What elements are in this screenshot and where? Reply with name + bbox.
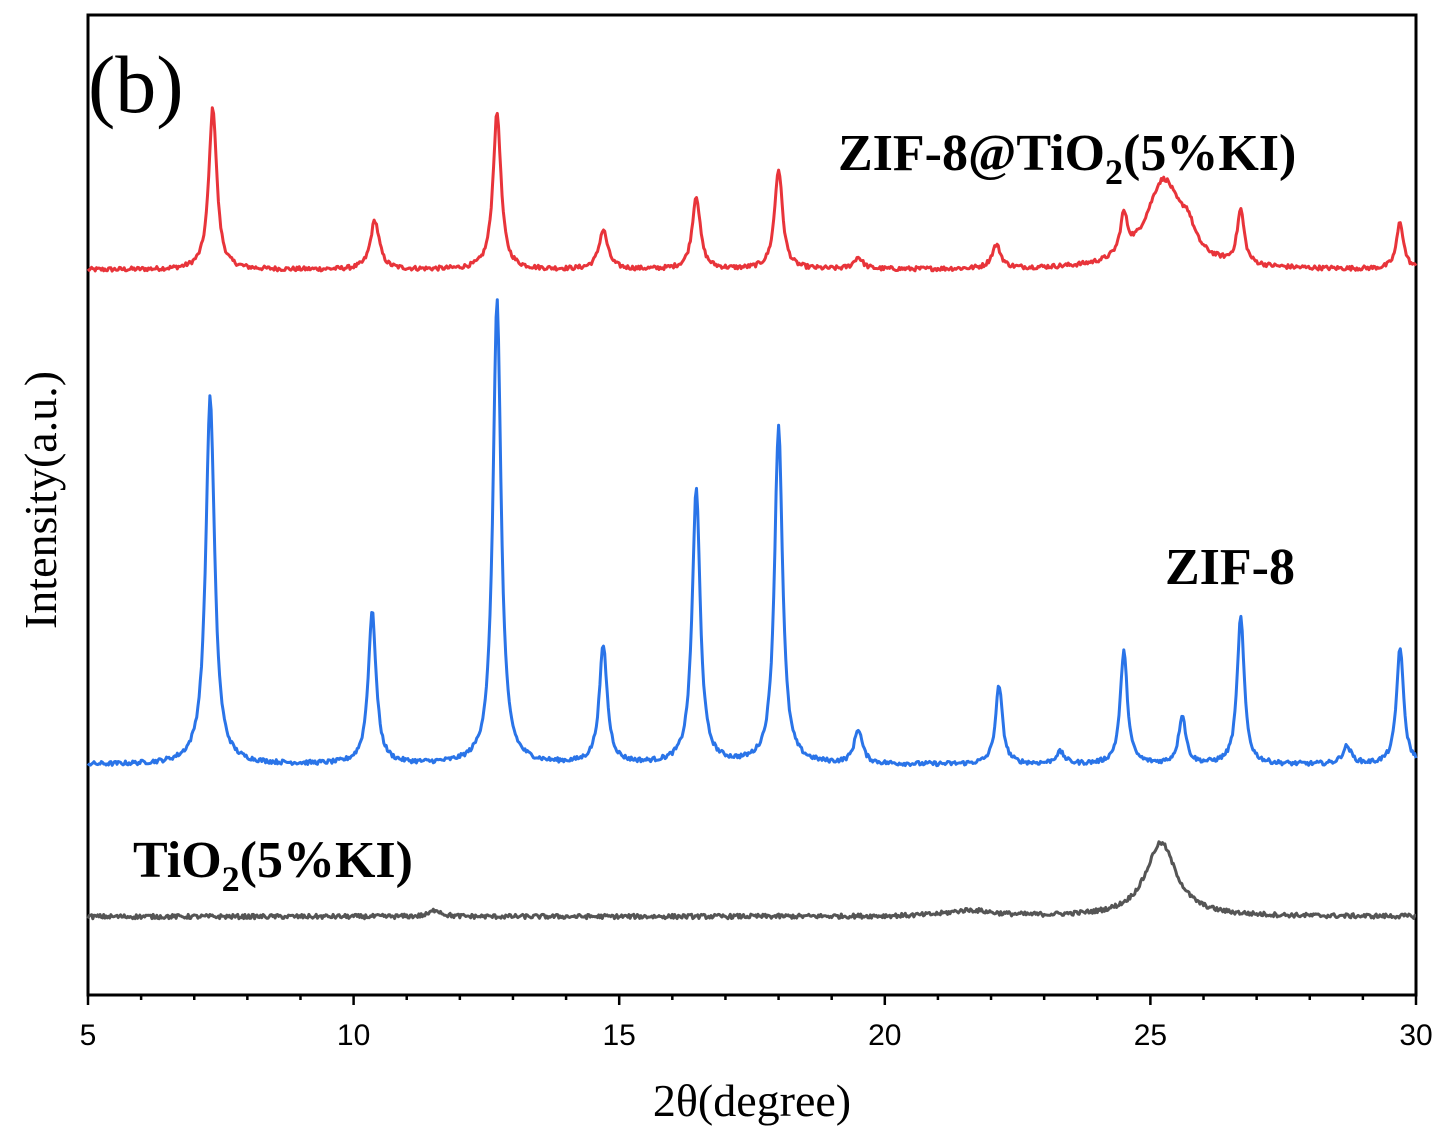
x-tick-label: 20 — [868, 1019, 901, 1052]
x-tick-label: 30 — [1399, 1019, 1432, 1052]
x-axis-ticks: 5 10 15 20 25 30 — [80, 995, 1433, 1052]
series-label-zif8: ZIF-8 — [1165, 539, 1295, 596]
plot-frame — [86, 13, 1418, 997]
series-label-tio2: TiO2(5%KI) — [133, 832, 413, 899]
x-tick-label: 5 — [80, 1019, 97, 1052]
series-line-2 — [86, 840, 1417, 921]
series-line-0 — [86, 106, 1418, 273]
y-axis-label: Intensity(a.u.) — [15, 371, 66, 629]
x-tick-label: 25 — [1134, 1019, 1167, 1052]
series-line-1 — [86, 298, 1418, 768]
panel-label: (b) — [88, 39, 184, 130]
x-tick-label: 10 — [337, 1019, 370, 1052]
x-tick-label: 15 — [603, 1019, 636, 1052]
x-axis-label: 2θ(degree) — [653, 1075, 851, 1126]
series-label-zif8-tio2: ZIF-8@TiO2(5%KI) — [838, 125, 1296, 192]
series-lines — [86, 106, 1418, 921]
